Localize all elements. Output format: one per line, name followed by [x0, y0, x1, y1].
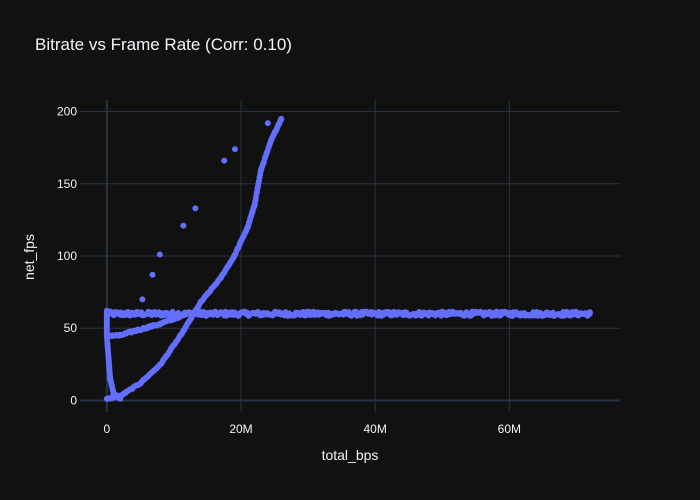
y-tick-label: 50	[64, 321, 78, 335]
x-axis-label: total_bps	[322, 447, 379, 463]
data-point	[149, 271, 156, 278]
chart-title: Bitrate vs Frame Rate (Corr: 0.10)	[35, 35, 292, 54]
data-point	[139, 296, 146, 303]
data-point	[231, 146, 238, 153]
data-point	[278, 115, 285, 122]
data-point	[192, 205, 199, 212]
x-tick-label: 0	[103, 422, 110, 436]
x-axis-ticks: 0 20M 40M 60M	[103, 422, 521, 436]
x-tick-label: 20M	[229, 422, 252, 436]
y-tick-label: 0	[70, 393, 77, 407]
y-axis-ticks: 0 50 100 150 200	[57, 105, 77, 408]
data-points	[103, 115, 593, 402]
data-point	[586, 310, 593, 317]
data-point	[156, 251, 163, 258]
data-point	[184, 310, 191, 317]
data-point	[180, 222, 187, 229]
x-tick-label: 60M	[498, 422, 521, 436]
data-point	[221, 157, 228, 164]
grid-lines	[80, 100, 620, 412]
y-tick-label: 100	[57, 249, 77, 263]
y-axis-label: net_fps	[21, 234, 37, 280]
x-tick-label: 40M	[363, 422, 386, 436]
y-tick-label: 200	[57, 105, 77, 119]
data-point	[264, 120, 271, 127]
y-tick-label: 150	[57, 177, 77, 191]
